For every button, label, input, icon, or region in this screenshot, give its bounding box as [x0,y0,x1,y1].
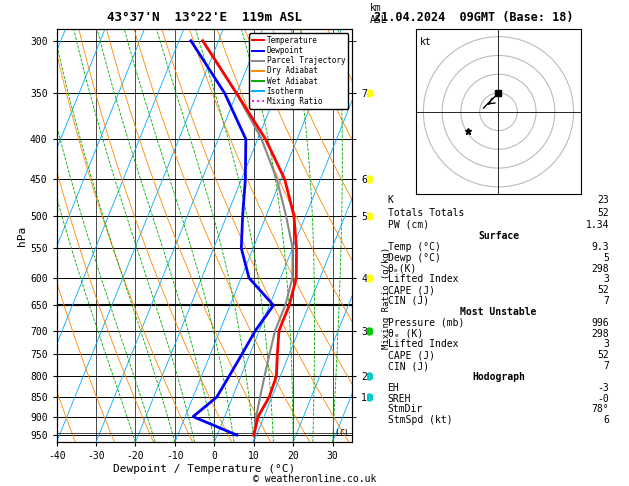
Text: 298: 298 [592,263,610,274]
Text: Temp (°C): Temp (°C) [387,242,440,252]
Text: CAPE (J): CAPE (J) [387,285,435,295]
Text: PW (cm): PW (cm) [387,220,429,230]
Text: Hodograph: Hodograph [472,372,525,382]
Text: θₑ(K): θₑ(K) [387,263,417,274]
Text: 5: 5 [603,253,610,263]
Text: K: K [387,195,394,206]
Text: LCL: LCL [335,429,350,438]
Text: 43°37'N  13°22'E  119m ASL: 43°37'N 13°22'E 119m ASL [107,11,302,24]
Text: 7: 7 [603,361,610,371]
Text: 21.04.2024  09GMT (Base: 18): 21.04.2024 09GMT (Base: 18) [374,11,574,24]
Text: CAPE (J): CAPE (J) [387,350,435,361]
Text: 9.3: 9.3 [592,242,610,252]
Text: 7: 7 [603,296,610,306]
Text: 3: 3 [603,339,610,349]
Text: Lifted Index: Lifted Index [387,274,458,284]
Text: -3: -3 [598,383,610,393]
Text: Surface: Surface [478,231,519,241]
Text: SREH: SREH [387,394,411,403]
Text: CIN (J): CIN (J) [387,296,429,306]
Text: 23: 23 [598,195,610,206]
Text: 52: 52 [598,350,610,361]
Text: 996: 996 [592,317,610,328]
Text: -0: -0 [598,394,610,403]
Text: Mixing Ratio (g/kg): Mixing Ratio (g/kg) [382,246,391,349]
X-axis label: Dewpoint / Temperature (°C): Dewpoint / Temperature (°C) [113,464,296,474]
Text: θₑ (K): θₑ (K) [387,329,423,339]
Text: 3: 3 [603,274,610,284]
Text: 1.34: 1.34 [586,220,610,230]
Text: CIN (J): CIN (J) [387,361,429,371]
Text: 52: 52 [598,285,610,295]
Text: Pressure (mb): Pressure (mb) [387,317,464,328]
Text: © weatheronline.co.uk: © weatheronline.co.uk [253,473,376,484]
Text: 6: 6 [603,415,610,425]
Text: Totals Totals: Totals Totals [387,208,464,218]
Text: 78°: 78° [592,404,610,414]
Y-axis label: hPa: hPa [17,226,27,246]
Text: StmSpd (kt): StmSpd (kt) [387,415,452,425]
Text: StmDir: StmDir [387,404,423,414]
Text: Dewp (°C): Dewp (°C) [387,253,440,263]
Y-axis label: km
ASL: km ASL [370,3,387,25]
Text: 52: 52 [598,208,610,218]
Text: Most Unstable: Most Unstable [460,307,537,317]
Text: EH: EH [387,383,399,393]
Text: kt: kt [420,36,431,47]
Text: Lifted Index: Lifted Index [387,339,458,349]
Legend: Temperature, Dewpoint, Parcel Trajectory, Dry Adiabat, Wet Adiabat, Isotherm, Mi: Temperature, Dewpoint, Parcel Trajectory… [249,33,348,109]
Text: 298: 298 [592,329,610,339]
